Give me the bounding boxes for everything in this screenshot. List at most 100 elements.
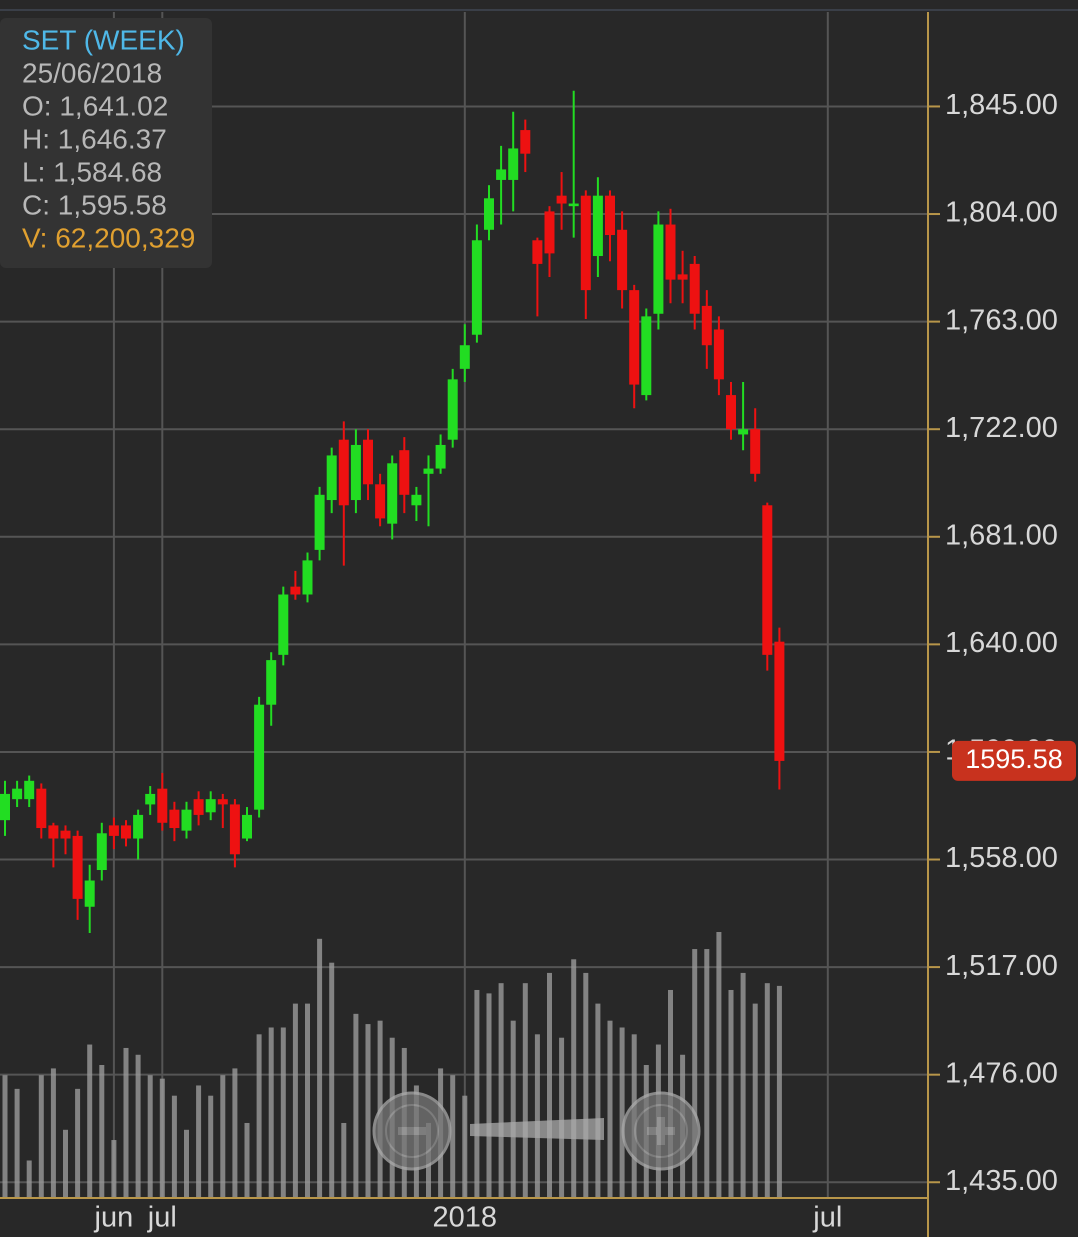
candle-body [556,195,567,204]
volume-bar [268,1027,274,1198]
candle-body [363,439,373,485]
zoom-in-button[interactable] [621,1091,701,1171]
candle-body [278,594,289,655]
volume-bar [159,1078,165,1198]
y-tick-label: 1,517.00 [945,950,1058,982]
zoom-out-button[interactable] [372,1091,452,1171]
volume-bar [184,1129,189,1198]
volume-bar [14,1088,20,1198]
volume-bar [716,932,722,1198]
x-tick-label: jun [94,1202,134,1234]
candle-body [544,211,555,254]
zoom-controls [372,1091,701,1171]
candle-body [411,494,422,506]
info-box: SET (WEEK) 25/06/2018 O: 1,641.02 H: 1,6… [0,18,212,268]
candle-body [653,224,664,314]
candle-body [133,814,144,839]
y-tick-label: 1,681.00 [945,519,1058,551]
info-background [0,18,212,268]
info-open: O: 1,641.02 [22,90,168,121]
volume-bar [692,949,698,1198]
y-tick-label: 1,722.00 [945,412,1058,444]
volume-bar [341,1122,347,1198]
volume-bar [196,1085,202,1198]
candle-body [350,444,361,501]
candle-body [568,203,579,207]
candle-body [605,195,615,236]
candle-body [701,305,712,346]
candle-body [181,809,192,831]
volume-bar [522,983,528,1198]
volume-bar [256,1034,262,1198]
candle-body [750,429,761,474]
volume-bar [728,989,734,1198]
candle-body [217,799,228,805]
info-date: 25/06/2018 [22,57,162,88]
volume-bar [764,983,770,1198]
candle-body [24,780,35,800]
candle-body [326,455,337,501]
volume-bar [740,972,746,1198]
volume-bar [547,972,552,1198]
volume-bar [365,1024,371,1198]
candle-body [774,641,785,761]
candle-body [617,229,628,291]
candle-body [205,799,216,813]
info-close: C: 1,595.58 [22,189,167,220]
candle-body [229,804,240,855]
axes: 1,435.001,476.001,517.001,558.001,599.00… [94,89,1058,1234]
volume-bar [63,1129,68,1198]
candle-body [121,825,131,839]
candle-layer [0,90,785,933]
candle-body [290,586,301,595]
candle-body [0,793,10,821]
volume-bar [99,1065,105,1198]
last-price-badge: 1595.58 [952,740,1076,781]
volume-bar [776,985,782,1198]
volume-bar [2,1075,8,1198]
candle-body [580,195,591,291]
volume-bar [486,993,492,1198]
y-tick-label: 1,804.00 [945,197,1058,229]
volume-bar [50,1068,56,1198]
volume-bar [583,972,589,1198]
volume-bar [147,1075,153,1198]
volume-bar [38,1075,44,1198]
volume-bar [123,1047,129,1198]
volume-bar [704,949,710,1198]
info-volume: V: 62,200,329 [22,222,195,253]
candle-body [254,704,265,810]
volume-bar [244,1122,250,1198]
last-price-background [952,740,1076,781]
zoom-slider[interactable] [470,1118,604,1140]
candle-body [12,788,23,800]
candle-body [72,835,83,899]
candle-body [96,833,107,871]
info-title: SET (WEEK) [22,24,185,55]
candle-body [726,395,736,430]
candle-body [508,148,519,180]
candle-body [592,195,603,257]
volume-bar [534,1034,540,1198]
candle-body [108,825,119,836]
candle-body [375,484,386,519]
candle-body [738,429,749,435]
x-tick-label: 2018 [433,1202,498,1234]
volume-bar [595,1003,601,1198]
candle-body [496,169,507,180]
volume-bar [510,1020,516,1198]
candle-body [713,329,724,380]
candle-body [399,450,410,495]
volume-bar [317,938,323,1198]
volume-bar [135,1054,141,1198]
candle-body [157,788,168,823]
candle-body [145,793,156,805]
candle-body [762,505,773,655]
volume-bar [607,1020,613,1198]
volume-bar [559,1037,565,1198]
volume-bar [75,1088,81,1198]
candle-body [423,468,434,474]
candle-body [665,224,676,280]
candle-body [629,290,640,385]
